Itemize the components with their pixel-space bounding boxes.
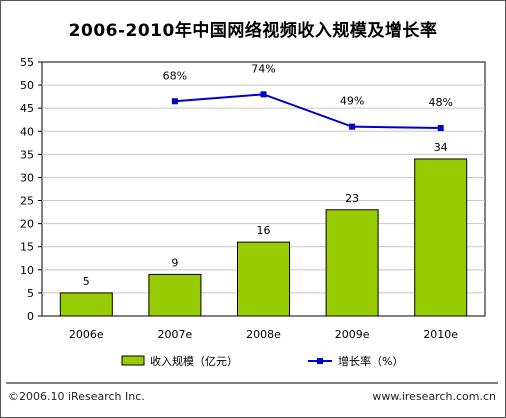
y-tick-label: 45 [20, 102, 34, 115]
bar [148, 273, 202, 317]
growth-rate-point [260, 91, 267, 98]
growth-rate-point [437, 125, 444, 132]
y-tick-label: 30 [20, 171, 34, 184]
bar-data-label: 23 [345, 192, 359, 205]
chart-title: 2006-2010年中国网络视频收入规模及增长率 [68, 21, 438, 41]
bar [59, 292, 113, 317]
bar [414, 158, 468, 317]
legend-line-label: 增长率（%） [338, 354, 403, 368]
growth-rate-point [171, 98, 178, 105]
bar [325, 209, 379, 317]
growth-rate-point [349, 123, 356, 130]
bar-data-label: 34 [434, 141, 448, 154]
y-tick-label: 25 [20, 195, 34, 208]
growth-rate-line [174, 93, 441, 130]
y-tick-label: 10 [20, 264, 34, 277]
bar-data-label: 5 [83, 275, 90, 288]
growth-rate-label: 68% [163, 69, 187, 82]
y-tick-label: 0 [27, 310, 34, 323]
website-text: www.iresearch.com.cn [372, 390, 496, 403]
x-tick-label: 2006e [69, 328, 104, 341]
legend-bar-swatch [121, 355, 145, 366]
bar-data-label: 9 [171, 256, 178, 269]
legend-line-marker [317, 358, 323, 364]
y-tick-label: 35 [20, 148, 34, 161]
x-tick-label: 2009e [335, 328, 370, 341]
growth-rate-label: 48% [428, 96, 452, 109]
y-tick-label: 40 [20, 125, 34, 138]
legend-bar-label: 收入规模（亿元） [150, 354, 238, 368]
y-tick-label: 5 [27, 287, 34, 300]
y-tick-label: 50 [20, 79, 34, 92]
y-tick-label: 20 [20, 218, 34, 231]
copyright-text: ©2006.10 iResearch Inc. [8, 390, 145, 403]
bar-data-label: 16 [257, 224, 271, 237]
growth-rate-label: 49% [340, 95, 364, 108]
x-tick-label: 2008e [246, 328, 281, 341]
x-tick-label: 2010e [423, 328, 458, 341]
growth-rate-label: 74% [251, 62, 275, 75]
y-tick-label: 15 [20, 241, 34, 254]
x-tick-label: 2007e [158, 328, 193, 341]
bar [237, 241, 290, 317]
y-tick-label: 55 [20, 56, 34, 69]
